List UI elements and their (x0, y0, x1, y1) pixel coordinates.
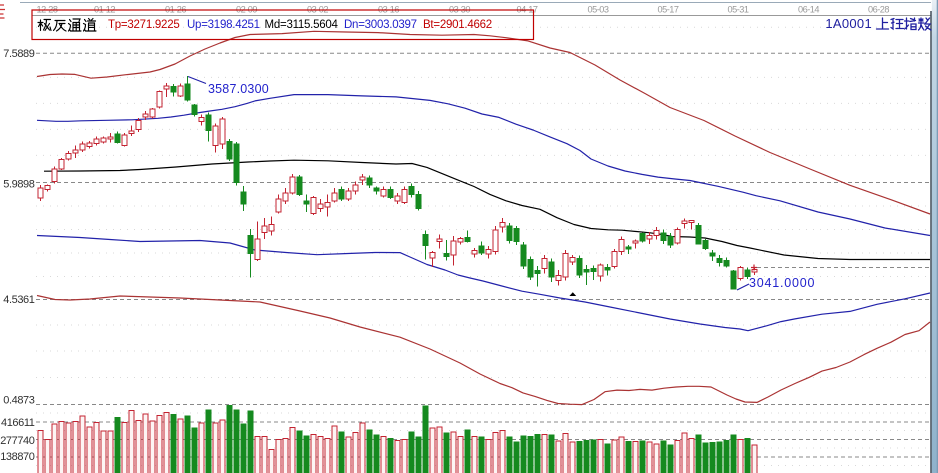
svg-text:138870: 138870 (0, 451, 35, 463)
svg-text:1A0001: 1A0001 (825, 16, 872, 31)
svg-text:Tp=3271.9225: Tp=3271.9225 (108, 19, 180, 31)
svg-text:Dn=3003.0397: Dn=3003.0397 (344, 19, 417, 31)
svg-text:05-03: 05-03 (588, 5, 609, 15)
svg-text:06-28: 06-28 (868, 5, 889, 15)
svg-text:3587.0300: 3587.0300 (208, 82, 269, 96)
svg-text:06-14: 06-14 (798, 5, 819, 15)
svg-text:5.9898: 5.9898 (3, 178, 35, 190)
svg-text:Up=3198.4251: Up=3198.4251 (187, 19, 260, 31)
svg-text:277740: 277740 (0, 435, 35, 447)
svg-text:05-31: 05-31 (728, 5, 749, 15)
svg-text:3041.0000: 3041.0000 (749, 276, 815, 290)
svg-text:4.5361: 4.5361 (3, 294, 35, 306)
svg-text:7.5889: 7.5889 (3, 48, 35, 60)
svg-text:Md=3115.5604: Md=3115.5604 (265, 19, 339, 31)
svg-text:416611: 416611 (1, 417, 35, 429)
svg-text:Bt=2901.4662: Bt=2901.4662 (423, 19, 492, 31)
svg-text:05-17: 05-17 (658, 5, 679, 15)
svg-text:0.4873: 0.4873 (3, 394, 35, 406)
